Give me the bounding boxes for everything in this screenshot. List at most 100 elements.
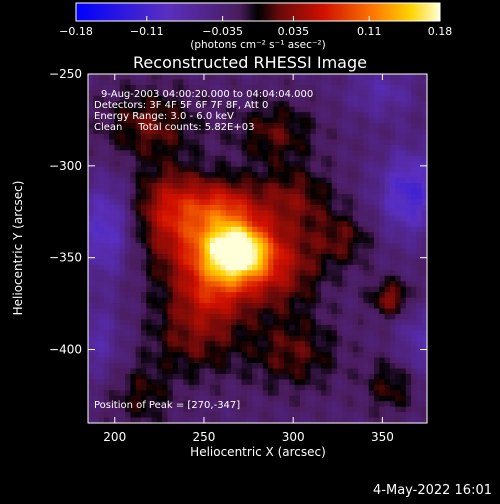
heatmap-cell xyxy=(215,243,222,250)
heatmap-cell xyxy=(331,79,338,86)
heatmap-cell xyxy=(368,215,375,222)
heatmap-cell xyxy=(103,199,110,206)
heatmap-cell xyxy=(283,346,290,353)
heatmap-cell xyxy=(130,297,137,304)
heatmap-cell xyxy=(384,177,391,184)
heatmap-cell xyxy=(374,379,380,386)
heatmap-cell xyxy=(289,215,296,222)
heatmap-cell xyxy=(384,395,391,402)
heatmap-cell xyxy=(336,335,343,342)
heatmap-cell xyxy=(299,84,306,91)
heatmap-cell xyxy=(379,253,386,260)
heatmap-cell xyxy=(135,172,142,179)
heatmap-cell xyxy=(310,128,317,135)
heatmap-cell xyxy=(125,166,131,173)
heatmap-cell xyxy=(310,368,317,375)
heatmap-cell xyxy=(294,303,301,310)
heatmap-cell xyxy=(241,264,248,271)
heatmap-cell xyxy=(119,128,126,135)
heatmap-cell xyxy=(363,199,370,206)
heatmap-cell xyxy=(395,406,402,413)
heatmap-cell xyxy=(209,390,216,397)
heatmap-cell xyxy=(193,95,200,102)
heatmap-cell xyxy=(384,264,391,271)
heatmap-cell xyxy=(336,106,343,113)
heatmap-cell xyxy=(209,270,216,277)
heatmap-cell xyxy=(400,112,407,119)
heatmap-cell xyxy=(167,90,174,97)
heatmap-cell xyxy=(162,84,169,91)
heatmap-cell xyxy=(93,155,100,162)
heatmap-cell xyxy=(146,79,153,86)
heatmap-cell xyxy=(98,352,105,359)
heatmap-cell xyxy=(379,144,386,151)
heatmap-cell xyxy=(374,150,380,157)
heatmap-cell xyxy=(88,112,94,119)
heatmap-cell xyxy=(411,363,418,370)
heatmap-cell xyxy=(215,232,222,239)
heatmap-cell xyxy=(114,395,121,402)
heatmap-cell xyxy=(321,319,327,326)
heatmap-cell xyxy=(331,303,338,310)
heatmap-cell xyxy=(416,112,423,119)
heatmap-cell xyxy=(358,106,365,113)
heatmap-cell xyxy=(98,406,105,413)
heatmap-cell xyxy=(140,368,147,375)
heatmap-cell xyxy=(299,128,306,135)
heatmap-cell xyxy=(93,330,100,337)
heatmap-cell xyxy=(336,292,343,299)
heatmap-cell xyxy=(103,412,110,419)
heatmap-cell xyxy=(114,363,121,370)
heatmap-cell xyxy=(146,390,153,397)
heatmap-cell xyxy=(347,363,354,370)
heatmap-cell xyxy=(125,79,131,86)
heatmap-cell xyxy=(114,324,121,331)
heatmap-cell xyxy=(268,253,274,260)
heatmap-cell xyxy=(331,74,338,81)
heatmap-cell xyxy=(400,243,407,250)
heatmap-cell xyxy=(119,395,126,402)
heatmap-cell xyxy=(326,188,333,195)
heatmap-cell xyxy=(289,308,296,315)
heatmap-cell xyxy=(93,401,100,408)
heatmap-cell xyxy=(342,373,349,380)
heatmap-cell xyxy=(363,90,370,97)
heatmap-cell xyxy=(114,123,121,130)
heatmap-cell xyxy=(135,161,142,168)
heatmap-cell xyxy=(368,84,375,91)
heatmap-cell xyxy=(310,357,317,364)
heatmap-cell xyxy=(109,270,116,277)
heatmap-cell xyxy=(374,319,380,326)
heatmap-cell xyxy=(262,363,269,370)
heatmap-cell xyxy=(326,357,333,364)
heatmap-cell xyxy=(162,281,169,288)
heatmap-cell xyxy=(252,297,259,304)
heatmap-cell xyxy=(321,379,327,386)
heatmap-cell xyxy=(283,232,290,239)
heatmap-cell xyxy=(246,363,253,370)
heatmap-cell xyxy=(268,155,274,162)
heatmap-cell xyxy=(246,319,253,326)
heatmap-cell xyxy=(268,117,274,124)
heatmap-cell xyxy=(246,264,253,271)
heatmap-cell xyxy=(204,401,211,408)
heatmap-cell xyxy=(299,232,306,239)
heatmap-cell xyxy=(310,373,317,380)
heatmap-cell xyxy=(262,368,269,375)
heatmap-cell xyxy=(363,297,370,304)
heatmap-cell xyxy=(93,412,100,419)
heatmap-cell xyxy=(310,144,317,151)
heatmap-cell xyxy=(114,226,121,233)
heatmap-cell xyxy=(331,215,338,222)
heatmap-cell xyxy=(93,204,100,211)
heatmap-cell xyxy=(305,281,312,288)
heatmap-cell xyxy=(130,335,137,342)
heatmap-cell xyxy=(183,172,190,179)
heatmap-cell xyxy=(231,384,237,391)
heatmap-cell xyxy=(411,308,418,315)
heatmap-cell xyxy=(125,106,131,113)
heatmap-cell xyxy=(156,150,163,157)
heatmap-cell xyxy=(167,188,174,195)
heatmap-cell xyxy=(236,384,243,391)
heatmap-cell xyxy=(178,292,184,299)
